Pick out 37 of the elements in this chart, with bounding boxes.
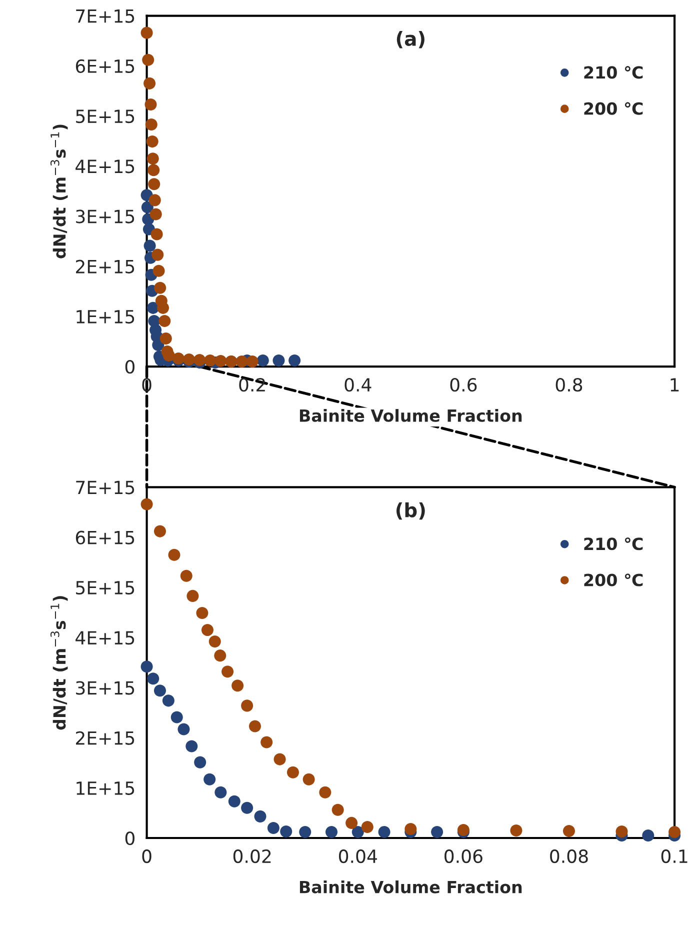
y-tick-label: 3E+15: [76, 681, 134, 695]
x-tick-label: 0.6: [450, 378, 477, 392]
x-tick-label: 0: [142, 849, 152, 864]
y-tick-label: 5E+15: [76, 581, 134, 595]
y-axis-title: dN/dt (m$^{−3}$s$^{−1}$): [50, 596, 68, 730]
legend-label: 210 ℃: [584, 537, 643, 550]
y-tick-label: 2E+15: [76, 260, 134, 274]
y-tick-label: 2E+15: [76, 731, 134, 745]
x-axis-title: Bainite Volume Fraction: [300, 409, 522, 422]
x-tick-label: 0.4: [344, 378, 372, 392]
y-tick-label: 6E+15: [76, 59, 134, 74]
x-tick-label: 0.08: [550, 849, 588, 864]
y-tick-label: 6E+15: [76, 530, 134, 544]
y-tick-label: 7E+15: [76, 9, 134, 23]
y-tick-label: 4E+15: [76, 160, 134, 174]
y-tick-label: 1E+15: [76, 310, 134, 324]
text: (b): [396, 502, 425, 520]
text: (a): [396, 30, 424, 48]
y-tick-label: 1E+15: [76, 782, 134, 795]
y-tick-label: 0: [125, 831, 134, 846]
x-tick-label: 1: [670, 378, 679, 392]
x-tick-label: 0.1: [661, 849, 688, 864]
y-tick-label: 0: [125, 360, 134, 374]
x-tick-label: 0.06: [444, 849, 482, 864]
y-tick-label: 5E+15: [76, 110, 134, 124]
y-tick-label: 7E+15: [76, 480, 134, 494]
legend-label: 200 ℃: [584, 574, 643, 586]
x-tick-label: 0.2: [239, 378, 265, 392]
y-tick-label: 3E+15: [76, 210, 134, 224]
y-axis-title: dN/dt (m$^{−3}$s$^{−1}$): [50, 124, 68, 258]
x-tick-label: 0.8: [556, 378, 582, 392]
x-tick-label: 0.02: [233, 849, 271, 864]
y-tick-label: 4E+15: [76, 631, 134, 645]
legend-label: 200 ℃: [584, 102, 643, 115]
x-axis-title: Bainite Volume Fraction: [300, 880, 522, 894]
x-tick-label: 0.04: [338, 849, 377, 864]
legend-label: 210 ℃: [584, 66, 643, 79]
